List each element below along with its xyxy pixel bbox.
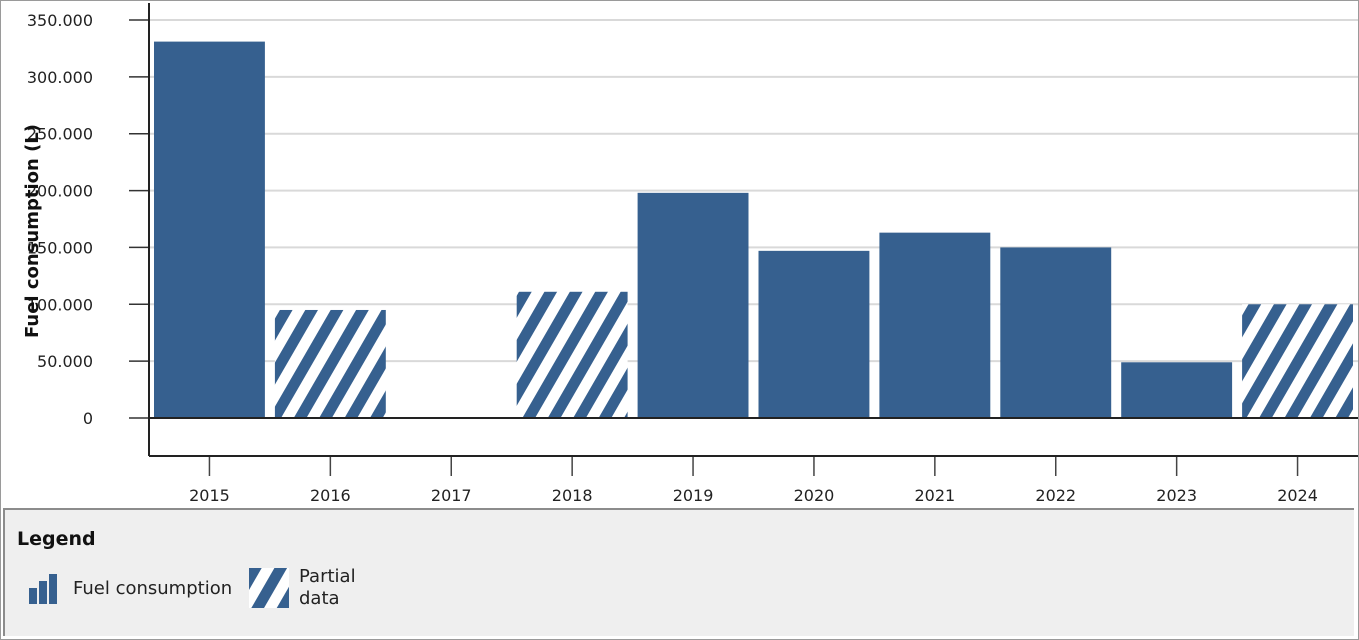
legend-item-partial-data[interactable]: Partial data [249, 566, 369, 610]
bar-2018[interactable] [516, 291, 628, 418]
x-tick-label: 2022 [1035, 486, 1076, 505]
bar-2021[interactable] [879, 232, 991, 418]
legend-item-fuel-consumption[interactable]: Fuel consumption [27, 572, 232, 606]
y-tick-label: 150.000 [27, 238, 93, 257]
x-tick-label: 2016 [310, 486, 351, 505]
bar-2024[interactable] [1242, 304, 1353, 418]
y-tick-label: 0 [83, 409, 93, 428]
x-tick-labels: 2015 2016 2017 2018 2019 2020 2021 2022 2023 2024 [189, 486, 1318, 505]
y-tick-label: 250.000 [27, 125, 93, 144]
x-tick-label: 2020 [794, 486, 835, 505]
bar-2019[interactable] [637, 192, 749, 418]
x-tick-label: 2024 [1277, 486, 1318, 505]
legend-label-fuel-consumption: Fuel consumption [73, 578, 233, 599]
bar-chart: 0 50.000 100.000 150.000 200.000 250.000 300.0… [22, 3, 1358, 505]
x-tick-label: 2017 [431, 486, 472, 505]
x-tick-label: 2021 [914, 486, 955, 505]
hatched-pattern-icon [249, 568, 289, 608]
bar-2023[interactable] [1121, 362, 1233, 418]
axes [129, 3, 1358, 476]
bar-2022[interactable] [1000, 247, 1112, 418]
x-tick-label: 2019 [673, 486, 714, 505]
y-tick-label: 300.000 [27, 68, 93, 87]
y-axis-title: Fuel consumption (L) [22, 124, 43, 338]
gridlines [149, 19, 1358, 363]
bar-2016[interactable] [274, 309, 386, 418]
y-tick-label: 100.000 [27, 295, 93, 314]
legend-label-partial-data: Partial data [299, 566, 356, 609]
bar-2020[interactable] [758, 250, 870, 418]
x-tick-label: 2018 [552, 486, 593, 505]
bar-chart-icon [29, 574, 57, 604]
bar-2015[interactable] [154, 41, 265, 418]
x-tick-label: 2015 [189, 486, 230, 505]
legend-title: Legend [17, 528, 96, 550]
y-tick-labels: 0 50.000 100.000 150.000 200.000 250.000 300.0… [27, 11, 93, 428]
y-tick-label: 50.000 [37, 352, 93, 371]
bars [154, 41, 1353, 418]
y-tick-label: 200.000 [27, 182, 93, 201]
y-tick-label: 350.000 [27, 11, 93, 30]
legend-panel: Legend Fuel consumption Partial data [3, 508, 1354, 636]
x-tick-label: 2023 [1156, 486, 1197, 505]
